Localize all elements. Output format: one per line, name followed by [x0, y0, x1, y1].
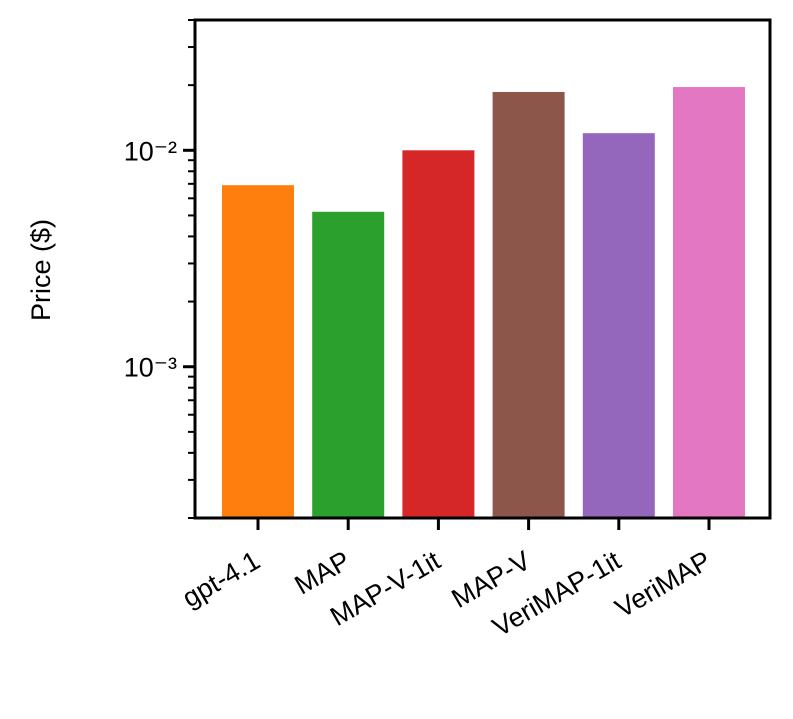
plot-frame [193, 18, 772, 520]
bar [222, 185, 294, 518]
y-tick-label: 10⁻³ [124, 353, 177, 383]
y-tick-label: 10⁻² [124, 136, 177, 166]
bar [582, 133, 655, 518]
bar [673, 87, 745, 518]
bar [492, 91, 565, 518]
x-tick-label: MAP [290, 545, 356, 600]
y-axis-label: Price ($) [26, 219, 56, 321]
x-tick-label: VeriMAP [610, 545, 716, 624]
bar [402, 150, 475, 518]
x-tick-label: gpt-4.1 [177, 545, 265, 613]
bar [312, 211, 385, 518]
